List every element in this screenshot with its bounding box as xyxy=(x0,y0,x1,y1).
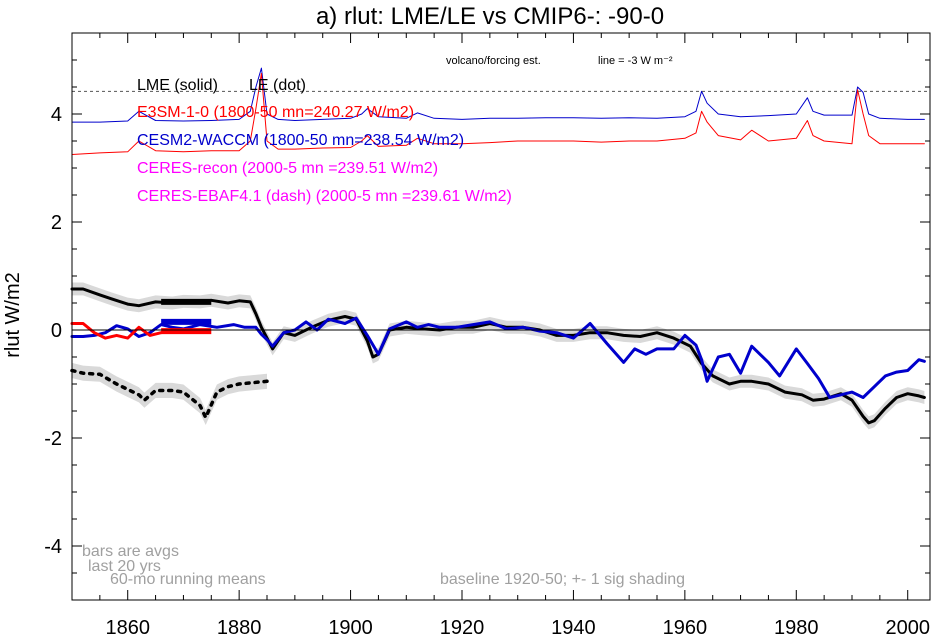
shading-layer xyxy=(72,282,925,430)
y-axis-label: rlut W/m2 xyxy=(2,272,24,358)
note-baseline: baseline 1920-50; +- 1 sig shading xyxy=(440,571,685,588)
y-tick-label: 0 xyxy=(51,320,62,342)
legend-e3sm: E3SM-1-0 (1800-50 mn=240.27 W/m2) xyxy=(137,104,414,121)
note-last-20: last 20 yrs xyxy=(88,558,161,575)
x-tick-label: 2000 xyxy=(885,617,930,639)
y-tick-label: -2 xyxy=(44,428,62,450)
x-tick-label: 1980 xyxy=(774,617,819,639)
legend-lme: LME (solid) xyxy=(137,77,218,94)
x-tick-label: 1960 xyxy=(663,617,708,639)
y-tick-label: 4 xyxy=(51,104,62,126)
plot-frame xyxy=(71,32,931,601)
series-line-3 xyxy=(70,368,269,420)
axis-layer: 1860 1880 1900 1920 1940 1960 1980 2000 -4 -2 0 2 4 xyxy=(44,32,931,639)
note-running-means: 60-mo running means xyxy=(110,571,266,588)
y-tick-label: -4 xyxy=(44,536,62,558)
chart-title: a) rlut: LME/LE vs CMIP6-: -90-0 xyxy=(316,3,664,30)
lme-shading xyxy=(72,282,925,430)
x-tick-label: 1920 xyxy=(440,617,485,639)
legend-le: LE (dot) xyxy=(249,77,306,94)
legend-ceres-recon: CERES-recon (2000-5 mn =239.51 W/m2) xyxy=(137,160,438,177)
line-annotation: line = -3 W m⁻² xyxy=(598,55,673,67)
y-tick-label: 2 xyxy=(51,212,62,234)
x-tick-label: 1860 xyxy=(105,617,150,639)
x-tick-label: 1900 xyxy=(328,617,373,639)
x-tick-label: 1940 xyxy=(551,617,596,639)
series-line-0 xyxy=(70,287,926,425)
series-line-5 xyxy=(71,73,925,155)
le-shading xyxy=(72,362,267,425)
x-tick-label: 1880 xyxy=(217,617,262,639)
legend-cesm2: CESM2-WACCM (1800-50 mn=238.54 W/m2) xyxy=(137,132,464,149)
series-line-4 xyxy=(71,67,925,123)
volcano-annotation: volcano/forcing est. xyxy=(446,55,541,67)
bars-layer xyxy=(161,298,212,335)
series-line-1 xyxy=(70,316,926,399)
series-layer xyxy=(70,67,926,425)
legend-ceres-ebaf: CERES-EBAF4.1 (dash) (2000-5 mn =239.61 … xyxy=(137,188,512,205)
note-bars-avgs: bars are avgs xyxy=(82,543,179,560)
